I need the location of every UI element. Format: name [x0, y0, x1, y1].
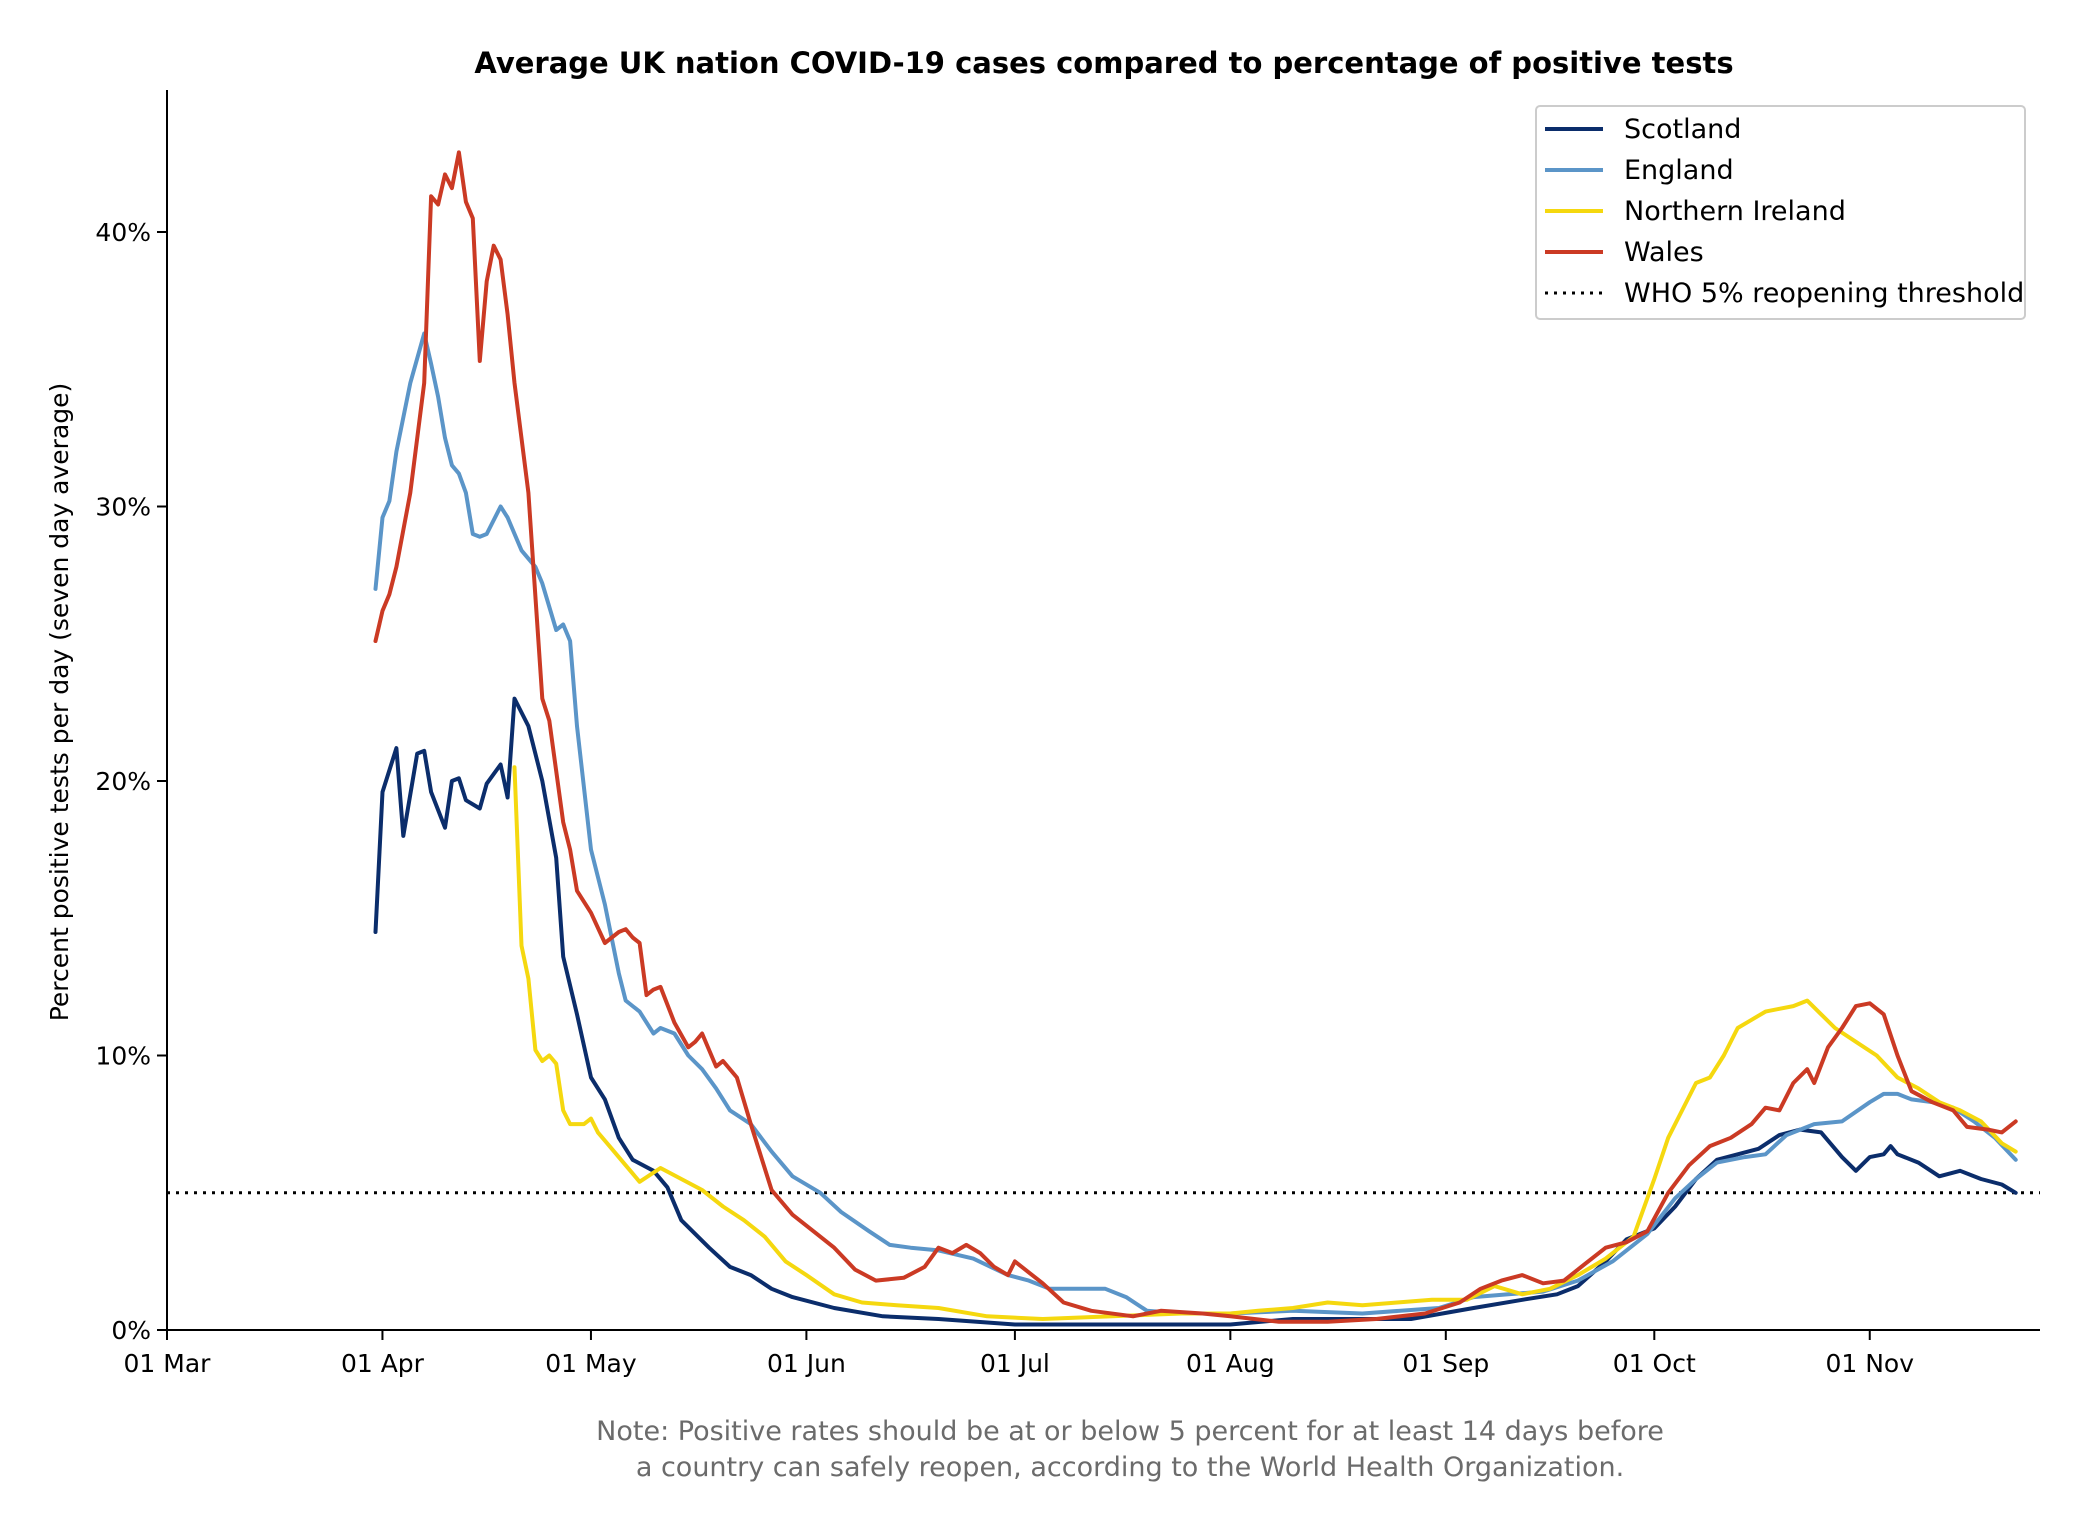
x-tick-label: 01 Jun: [767, 1349, 846, 1378]
footnote-line-2: a country can safely reopen, according t…: [635, 1452, 1625, 1483]
legend-label: Northern Ireland: [1624, 196, 1846, 227]
chart-title: Average UK nation COVID-19 cases compare…: [474, 46, 1733, 80]
plot-area: [167, 150, 2040, 1327]
legend-frame: [1535, 105, 2026, 320]
y-tick-label: 10%: [95, 1042, 151, 1071]
series-line-england: [373, 331, 2018, 1316]
y-tick-label: 40%: [95, 218, 151, 247]
legend-label: WHO 5% reopening threshold: [1624, 278, 2024, 309]
y-tick-label: 0%: [111, 1316, 151, 1345]
footnote-line-1: Note: Positive rates should be at or bel…: [596, 1416, 1664, 1447]
series-line-scotland: [373, 696, 2018, 1327]
legend-label: England: [1624, 155, 1734, 186]
legend-label: Scotland: [1624, 114, 1741, 145]
x-tick-label: 01 Oct: [1613, 1349, 1696, 1378]
y-tick-label: 20%: [95, 767, 151, 796]
footnote: Note: Positive rates should be at or bel…: [0, 1414, 2076, 1486]
axes: 01 Mar 01 Apr 01 May 01 Jun 01 Jul 01 Aug 01 S…: [95, 90, 2040, 1378]
legend: Scotland England Northern Ireland Wales WHO …: [1535, 105, 2026, 320]
x-tick-label: 01 Aug: [1186, 1349, 1275, 1378]
legend-label: Wales: [1624, 237, 1704, 268]
series-line-wales: [373, 150, 2018, 1324]
x-tick-label: 01 Nov: [1825, 1349, 1914, 1378]
x-tick-label: 01 Jul: [980, 1349, 1050, 1378]
y-axis-label: Percent positive tests per day (seven da…: [45, 383, 74, 1022]
x-tick-label: 01 Mar: [124, 1349, 212, 1378]
x-tick-label: 01 Sep: [1402, 1349, 1489, 1378]
y-tick-label: 30%: [95, 493, 151, 522]
x-tick-label: 01 May: [545, 1349, 637, 1378]
x-tick-label: 01 Apr: [341, 1349, 425, 1378]
series-line-northern-ireland: [512, 765, 2018, 1321]
